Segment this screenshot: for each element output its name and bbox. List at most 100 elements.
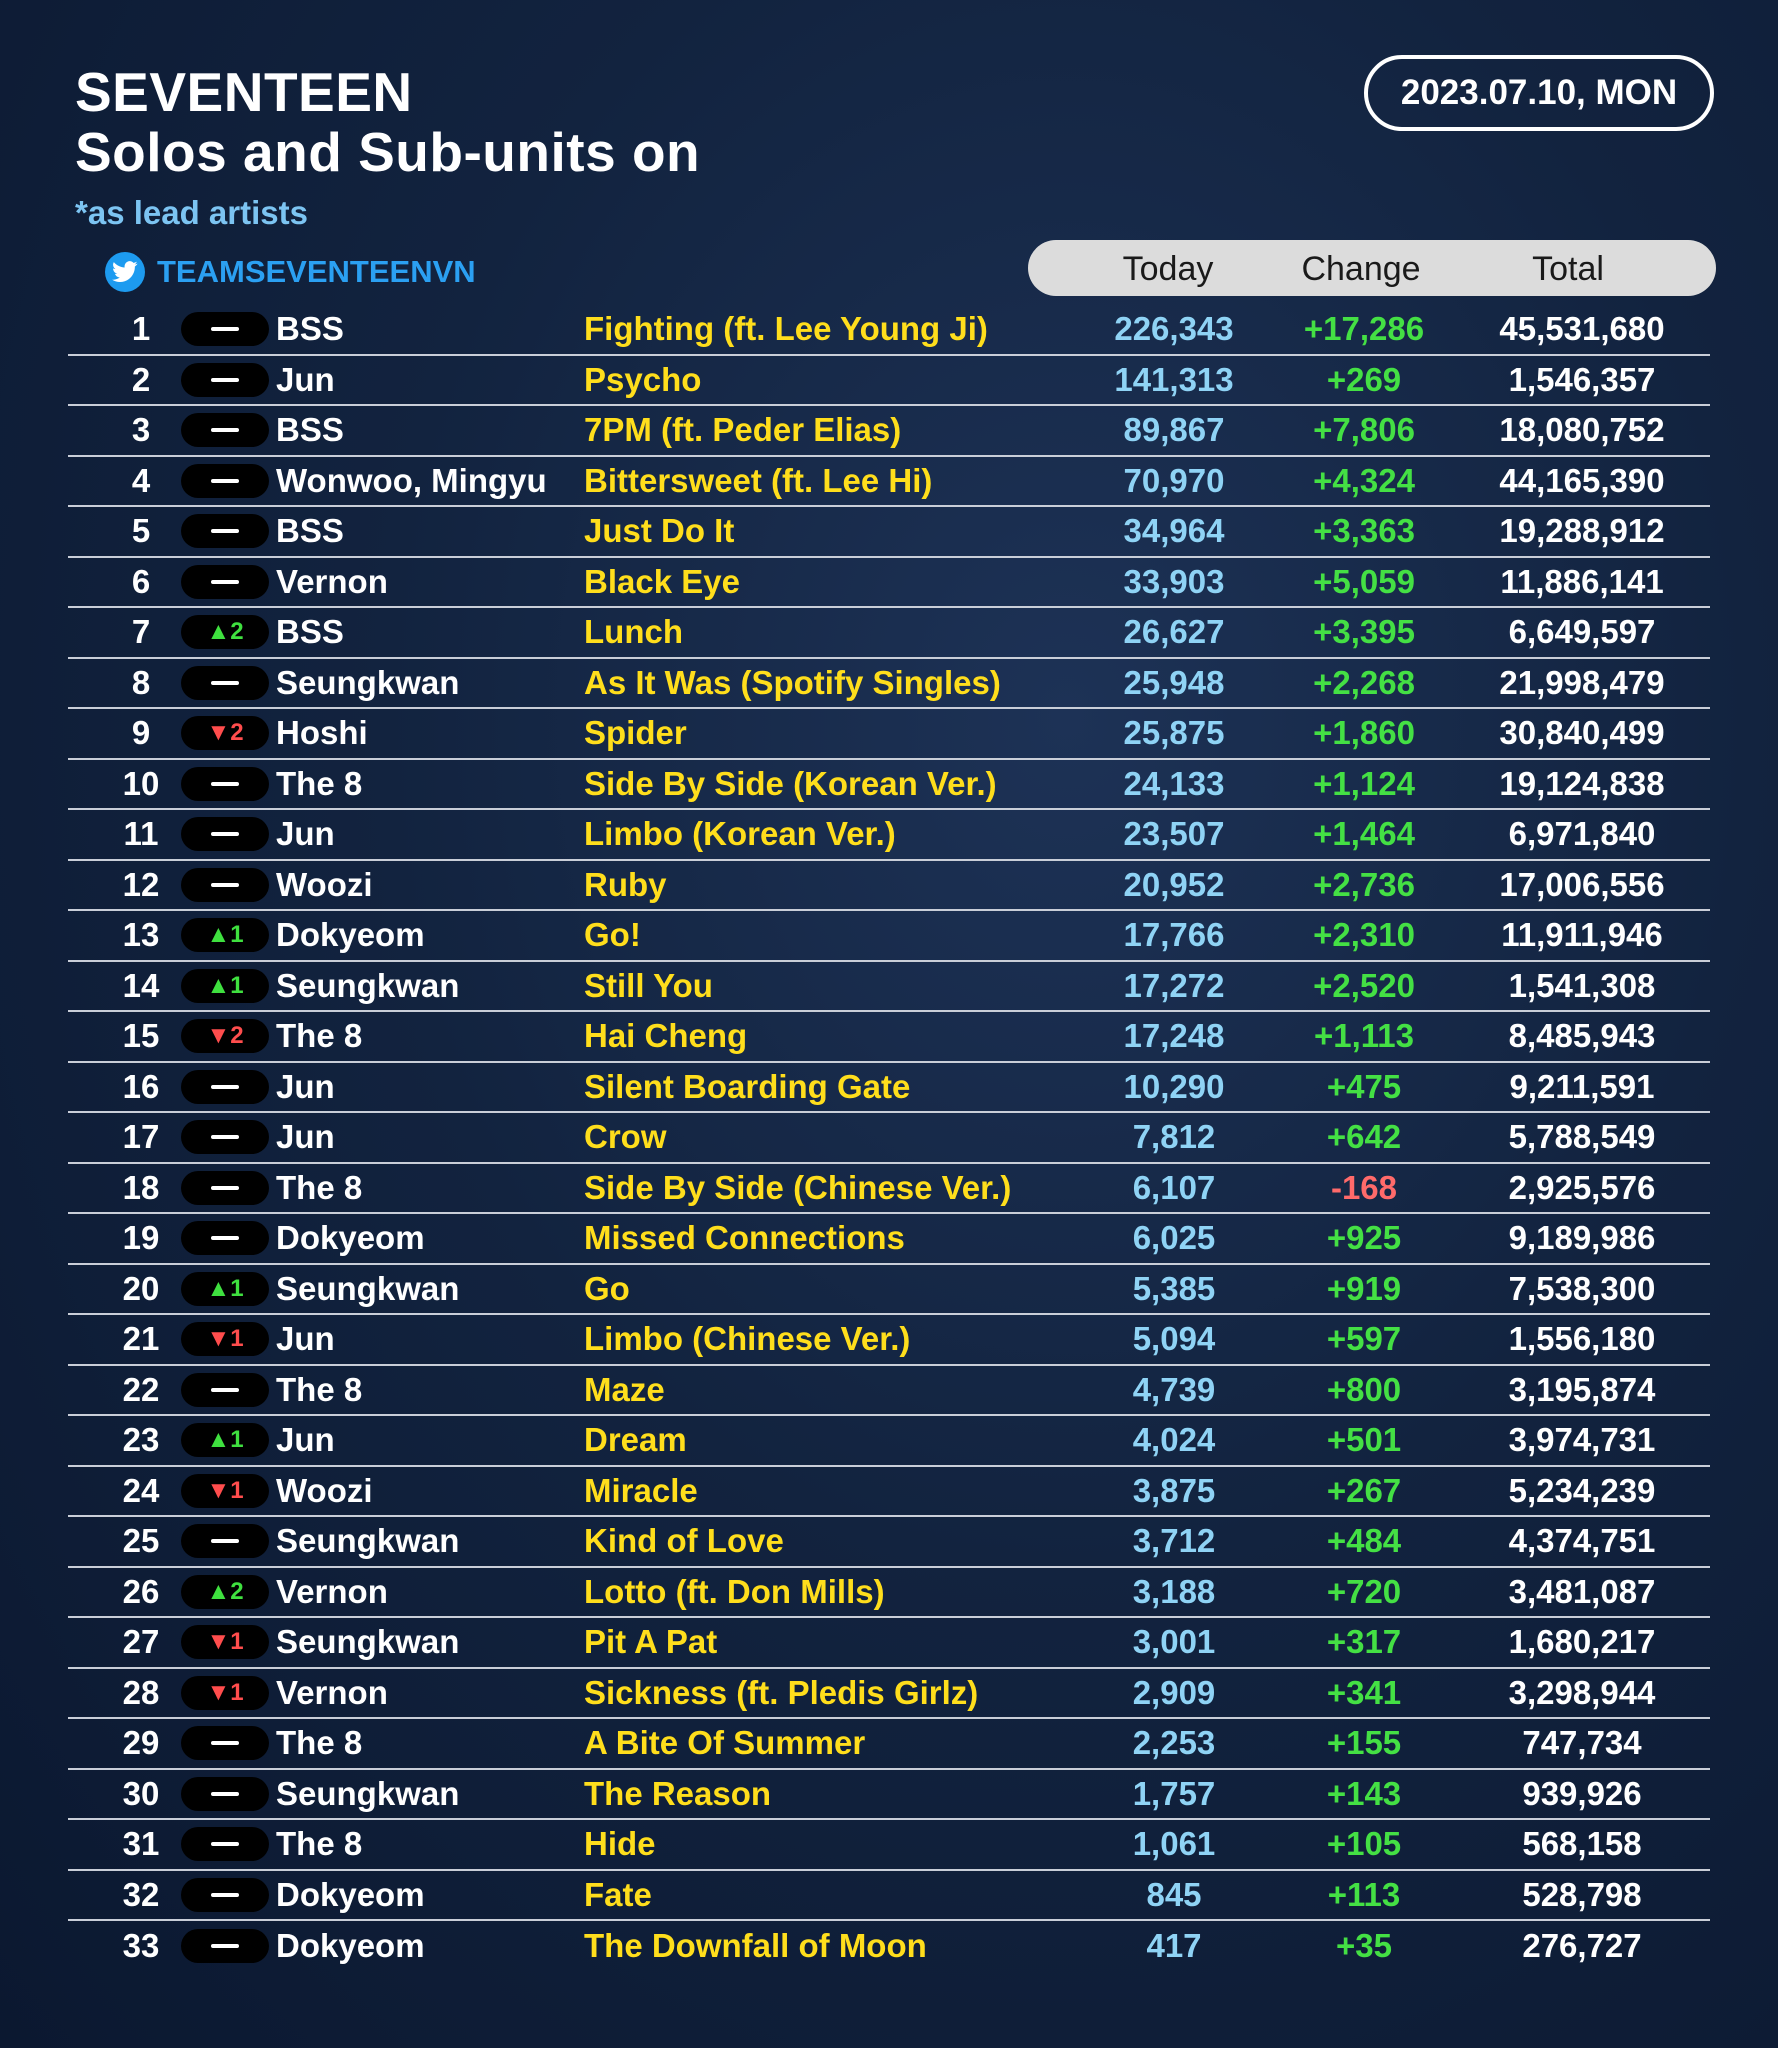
no-change-dash-icon [211, 1539, 239, 1544]
artist-name: Dokyeom [276, 1875, 425, 1913]
song-title: Black Eye [584, 562, 740, 600]
rank-number: 13 [122, 916, 160, 954]
change-streams: +2,736 [1313, 865, 1415, 903]
no-change-dash-icon [211, 1944, 239, 1949]
rank-number: 9 [131, 714, 151, 752]
artist-name: The 8 [276, 1168, 363, 1206]
no-change-dash-icon [211, 1892, 239, 1897]
today-streams: 226,343 [1114, 310, 1234, 348]
artist-name: Dokyeom [276, 1927, 425, 1965]
today-streams: 20,952 [1123, 865, 1225, 903]
rank-number: 22 [122, 1370, 160, 1408]
total-streams: 45,531,680 [1499, 310, 1665, 348]
table-row: 20 ▲1 Seungkwan Go 5,385 +919 7,538,300 [68, 1265, 1710, 1315]
artist-name: Dokyeom [276, 916, 425, 954]
song-title: Just Do It [584, 512, 735, 550]
rank-move-badge [181, 867, 269, 902]
change-streams: +155 [1326, 1724, 1402, 1762]
twitter-bird-icon [105, 252, 145, 292]
artist-name: Seungkwan [276, 663, 460, 701]
today-streams: 70,970 [1123, 461, 1225, 499]
table-row: 11 Jun Limbo (Korean Ver.) 23,507 +1,464 6,97… [68, 810, 1710, 861]
header-total: Total [1532, 250, 1604, 288]
change-streams: +5,059 [1313, 562, 1415, 600]
twitter-handle-text: TEAMSEVENTEENVN [157, 254, 476, 289]
song-title: Dream [584, 1421, 687, 1459]
rank-number: 1 [131, 310, 151, 348]
change-streams: +642 [1326, 1118, 1402, 1156]
table-row: 4 Wonwoo, Mingyu Bittersweet (ft. Lee Hi) 7… [68, 457, 1710, 507]
total-streams: 19,288,912 [1499, 512, 1665, 550]
rank-number: 18 [122, 1168, 160, 1206]
today-streams: 17,766 [1123, 916, 1225, 954]
no-change-dash-icon [211, 478, 239, 483]
title-block: SEVENTEEN Solos and Sub-units on *as lea… [75, 62, 700, 232]
song-title: A Bite Of Summer [584, 1724, 866, 1762]
rank-move-badge [181, 1069, 269, 1104]
today-streams: 17,272 [1123, 966, 1225, 1004]
change-streams: +475 [1326, 1067, 1402, 1105]
table-row: 18 The 8 Side By Side (Chinese Ver.) 6,107 -… [68, 1164, 1710, 1214]
rank-move-badge [181, 1372, 269, 1407]
change-streams: +800 [1326, 1370, 1402, 1408]
change-streams: +1,124 [1313, 764, 1415, 802]
date-badge: 2023.07.10, MON [1364, 55, 1714, 131]
rank-number: 32 [122, 1875, 160, 1913]
rank-move-badge: ▲1 [181, 968, 269, 1003]
total-streams: 11,886,141 [1500, 562, 1664, 600]
table-row: 8 Seungkwan As It Was (Spotify Singles) 25,… [68, 659, 1710, 709]
change-streams: +7,806 [1313, 411, 1415, 449]
no-change-dash-icon [211, 781, 239, 786]
artist-name: Jun [276, 815, 335, 853]
rank-number: 7 [131, 613, 151, 651]
artist-name: Seungkwan [276, 966, 460, 1004]
today-streams: 24,133 [1123, 764, 1225, 802]
song-title: Limbo (Korean Ver.) [584, 815, 896, 853]
total-streams: 9,189,986 [1508, 1219, 1656, 1257]
artist-name: Jun [276, 1421, 335, 1459]
total-streams: 8,485,943 [1508, 1017, 1656, 1055]
table-row: 28 ▼1 Vernon Sickness (ft. Pledis Girlz) 2,9… [68, 1669, 1710, 1719]
change-streams: +2,268 [1313, 663, 1415, 701]
rank-number: 25 [122, 1522, 160, 1560]
change-streams: +501 [1326, 1421, 1402, 1459]
rank-number: 5 [131, 512, 151, 550]
rank-move-badge [181, 1776, 269, 1811]
artist-name: BSS [276, 411, 344, 449]
change-streams: +341 [1326, 1673, 1402, 1711]
total-streams: 18,080,752 [1499, 411, 1665, 449]
rank-number: 10 [122, 764, 160, 802]
rank-number: 24 [122, 1471, 160, 1509]
table-row: 22 The 8 Maze 4,739 +800 3,195,874 [68, 1366, 1710, 1416]
rank-number: 17 [122, 1118, 160, 1156]
total-streams: 6,649,597 [1508, 613, 1656, 651]
artist-name: The 8 [276, 1825, 363, 1863]
song-title: Bittersweet (ft. Lee Hi) [584, 461, 933, 499]
total-streams: 568,158 [1522, 1825, 1642, 1863]
change-streams: +2,310 [1313, 916, 1415, 954]
change-streams: +2,520 [1313, 966, 1415, 1004]
artist-name: BSS [276, 512, 344, 550]
today-streams: 417 [1146, 1927, 1202, 1965]
rank-move-text: ▲1 [206, 971, 244, 999]
rank-number: 20 [122, 1269, 160, 1307]
rank-number: 11 [123, 815, 159, 853]
rank-move-text: ▼2 [206, 719, 244, 747]
song-title: Crow [584, 1118, 667, 1156]
no-change-dash-icon [211, 529, 239, 534]
no-change-dash-icon [211, 1084, 239, 1089]
today-streams: 4,739 [1132, 1370, 1216, 1408]
table-header: Today Change Total [1028, 240, 1716, 296]
artist-name: Vernon [276, 1572, 388, 1610]
change-streams: +143 [1326, 1774, 1402, 1812]
artist-name: Jun [276, 1320, 335, 1358]
no-change-dash-icon [211, 1185, 239, 1190]
song-title: Limbo (Chinese Ver.) [584, 1320, 911, 1358]
change-streams: +317 [1326, 1623, 1402, 1661]
today-streams: 3,712 [1132, 1522, 1216, 1560]
artist-name: Hoshi [276, 714, 368, 752]
artist-name: Vernon [276, 1673, 388, 1711]
table-row: 24 ▼1 Woozi Miracle 3,875 +267 5,234,239 [68, 1467, 1710, 1517]
artist-name: Seungkwan [276, 1522, 460, 1560]
table-row: 17 Jun Crow 7,812 +642 5,788,549 [68, 1113, 1710, 1164]
